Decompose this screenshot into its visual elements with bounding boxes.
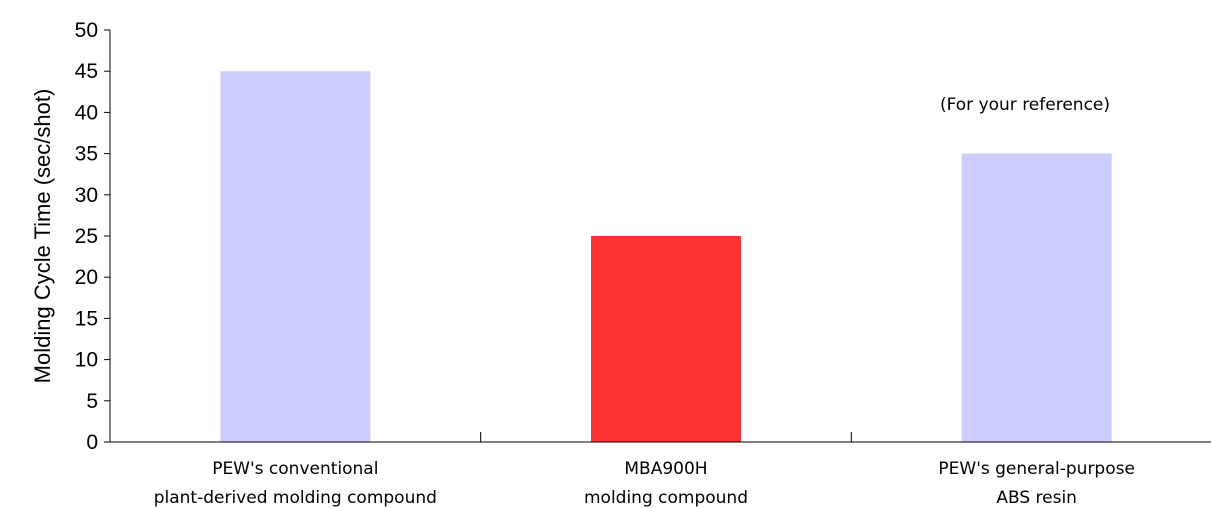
- y-tick-label: 35: [75, 143, 98, 166]
- y-tick-label: 10: [75, 349, 98, 372]
- reference-note: (For your reference): [940, 95, 1110, 115]
- category-label-1-line-1: PEW's conventional: [212, 459, 378, 479]
- x-axis-category-labels: PEW's conventional plant-derived molding …: [154, 459, 1135, 508]
- bars: [220, 71, 1112, 442]
- y-tick-label: 40: [75, 101, 98, 124]
- category-label-3-line-1: PEW's general-purpose: [938, 459, 1135, 479]
- category-label-3-line-2: ABS resin: [996, 488, 1077, 508]
- bar-3: [961, 153, 1112, 442]
- bar-2: [591, 236, 741, 442]
- y-tick-label: 15: [75, 307, 98, 330]
- y-tick-label: 50: [75, 19, 98, 42]
- y-tick-label: 45: [75, 60, 98, 83]
- x-axis-ticks: [480, 432, 852, 442]
- category-label-2-line-2: molding compound: [584, 488, 748, 508]
- bar-1: [220, 71, 371, 442]
- y-tick-label: 25: [75, 225, 98, 248]
- y-tick-label: 0: [86, 431, 98, 454]
- category-label-1-line-2: plant-derived molding compound: [154, 488, 437, 508]
- y-tick-label: 30: [75, 184, 98, 207]
- y-axis-title: Molding Cycle Time (sec/shot): [30, 89, 55, 384]
- y-tick-label: 20: [75, 266, 98, 289]
- category-label-2-line-1: MBA900H: [624, 459, 707, 479]
- y-tick-label: 5: [86, 390, 98, 413]
- y-axis-ticks: 0 5 10 15 20 25 30 35 40 45 50: [75, 19, 110, 454]
